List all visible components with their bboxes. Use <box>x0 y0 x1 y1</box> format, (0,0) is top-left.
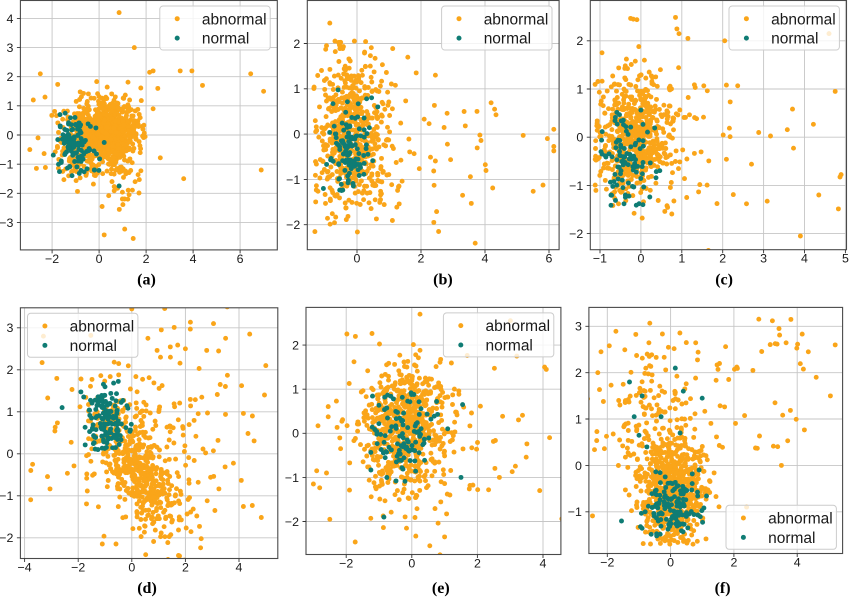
svg-text:4: 4 <box>482 252 489 266</box>
svg-text:4: 4 <box>540 557 547 571</box>
svg-text:−2: −2 <box>339 557 353 571</box>
svg-text:2: 2 <box>474 557 481 571</box>
svg-text:−2: −2 <box>45 252 59 266</box>
svg-text:1: 1 <box>678 252 685 266</box>
svg-text:0: 0 <box>96 252 103 266</box>
svg-text:0: 0 <box>354 252 361 266</box>
svg-text:1: 1 <box>6 405 13 419</box>
svg-text:0: 0 <box>576 131 583 145</box>
svg-text:−1: −1 <box>286 173 300 187</box>
svg-text:2: 2 <box>576 34 583 48</box>
svg-text:0: 0 <box>6 447 13 461</box>
svg-text:3: 3 <box>6 321 13 335</box>
svg-text:abnormal: abnormal <box>484 11 549 28</box>
svg-text:2: 2 <box>6 70 13 84</box>
svg-text:0: 0 <box>6 128 13 142</box>
svg-text:1: 1 <box>576 82 583 96</box>
svg-text:6: 6 <box>546 252 553 266</box>
svg-text:0: 0 <box>292 427 299 441</box>
svg-text:2: 2 <box>293 37 300 51</box>
svg-text:abnormal: abnormal <box>771 11 836 28</box>
svg-text:1: 1 <box>292 383 299 397</box>
svg-text:6: 6 <box>237 252 244 266</box>
svg-text:1: 1 <box>6 99 13 113</box>
svg-text:−2: −2 <box>285 515 299 529</box>
svg-text:normal: normal <box>202 31 249 48</box>
svg-text:0: 0 <box>408 557 415 571</box>
svg-text:−1: −1 <box>0 489 13 503</box>
svg-text:5: 5 <box>842 252 849 266</box>
svg-text:0: 0 <box>293 128 300 142</box>
svg-text:−1: −1 <box>285 471 299 485</box>
svg-text:2: 2 <box>182 561 189 575</box>
svg-text:−2: −2 <box>286 218 300 232</box>
svg-text:2: 2 <box>6 363 13 377</box>
svg-text:4: 4 <box>190 252 197 266</box>
svg-text:−2: −2 <box>569 227 583 241</box>
svg-text:abnormal: abnormal <box>486 318 551 335</box>
svg-text:2: 2 <box>292 339 299 353</box>
svg-text:−4: −4 <box>18 561 32 575</box>
svg-text:3: 3 <box>6 41 13 55</box>
svg-text:−2: −2 <box>0 187 13 201</box>
svg-text:normal: normal <box>70 338 117 355</box>
svg-text:4: 4 <box>236 561 243 575</box>
svg-text:abnormal: abnormal <box>202 11 267 28</box>
svg-text:−3: −3 <box>0 216 13 230</box>
svg-text:normal: normal <box>771 31 818 48</box>
svg-text:−2: −2 <box>71 561 85 575</box>
svg-text:−1: −1 <box>593 252 607 266</box>
svg-text:normal: normal <box>484 31 531 48</box>
svg-text:4: 4 <box>801 252 808 266</box>
svg-text:3: 3 <box>760 252 767 266</box>
svg-text:2: 2 <box>418 252 425 266</box>
svg-text:abnormal: abnormal <box>70 319 135 336</box>
svg-text:2: 2 <box>719 252 726 266</box>
svg-text:4: 4 <box>6 12 13 26</box>
svg-text:−1: −1 <box>569 179 583 193</box>
svg-text:−1: −1 <box>0 158 13 172</box>
svg-text:1: 1 <box>293 82 300 96</box>
svg-text:−2: −2 <box>0 531 13 545</box>
svg-text:0: 0 <box>128 561 135 575</box>
svg-text:0: 0 <box>637 252 644 266</box>
svg-text:normal: normal <box>486 338 533 355</box>
svg-text:2: 2 <box>143 252 150 266</box>
